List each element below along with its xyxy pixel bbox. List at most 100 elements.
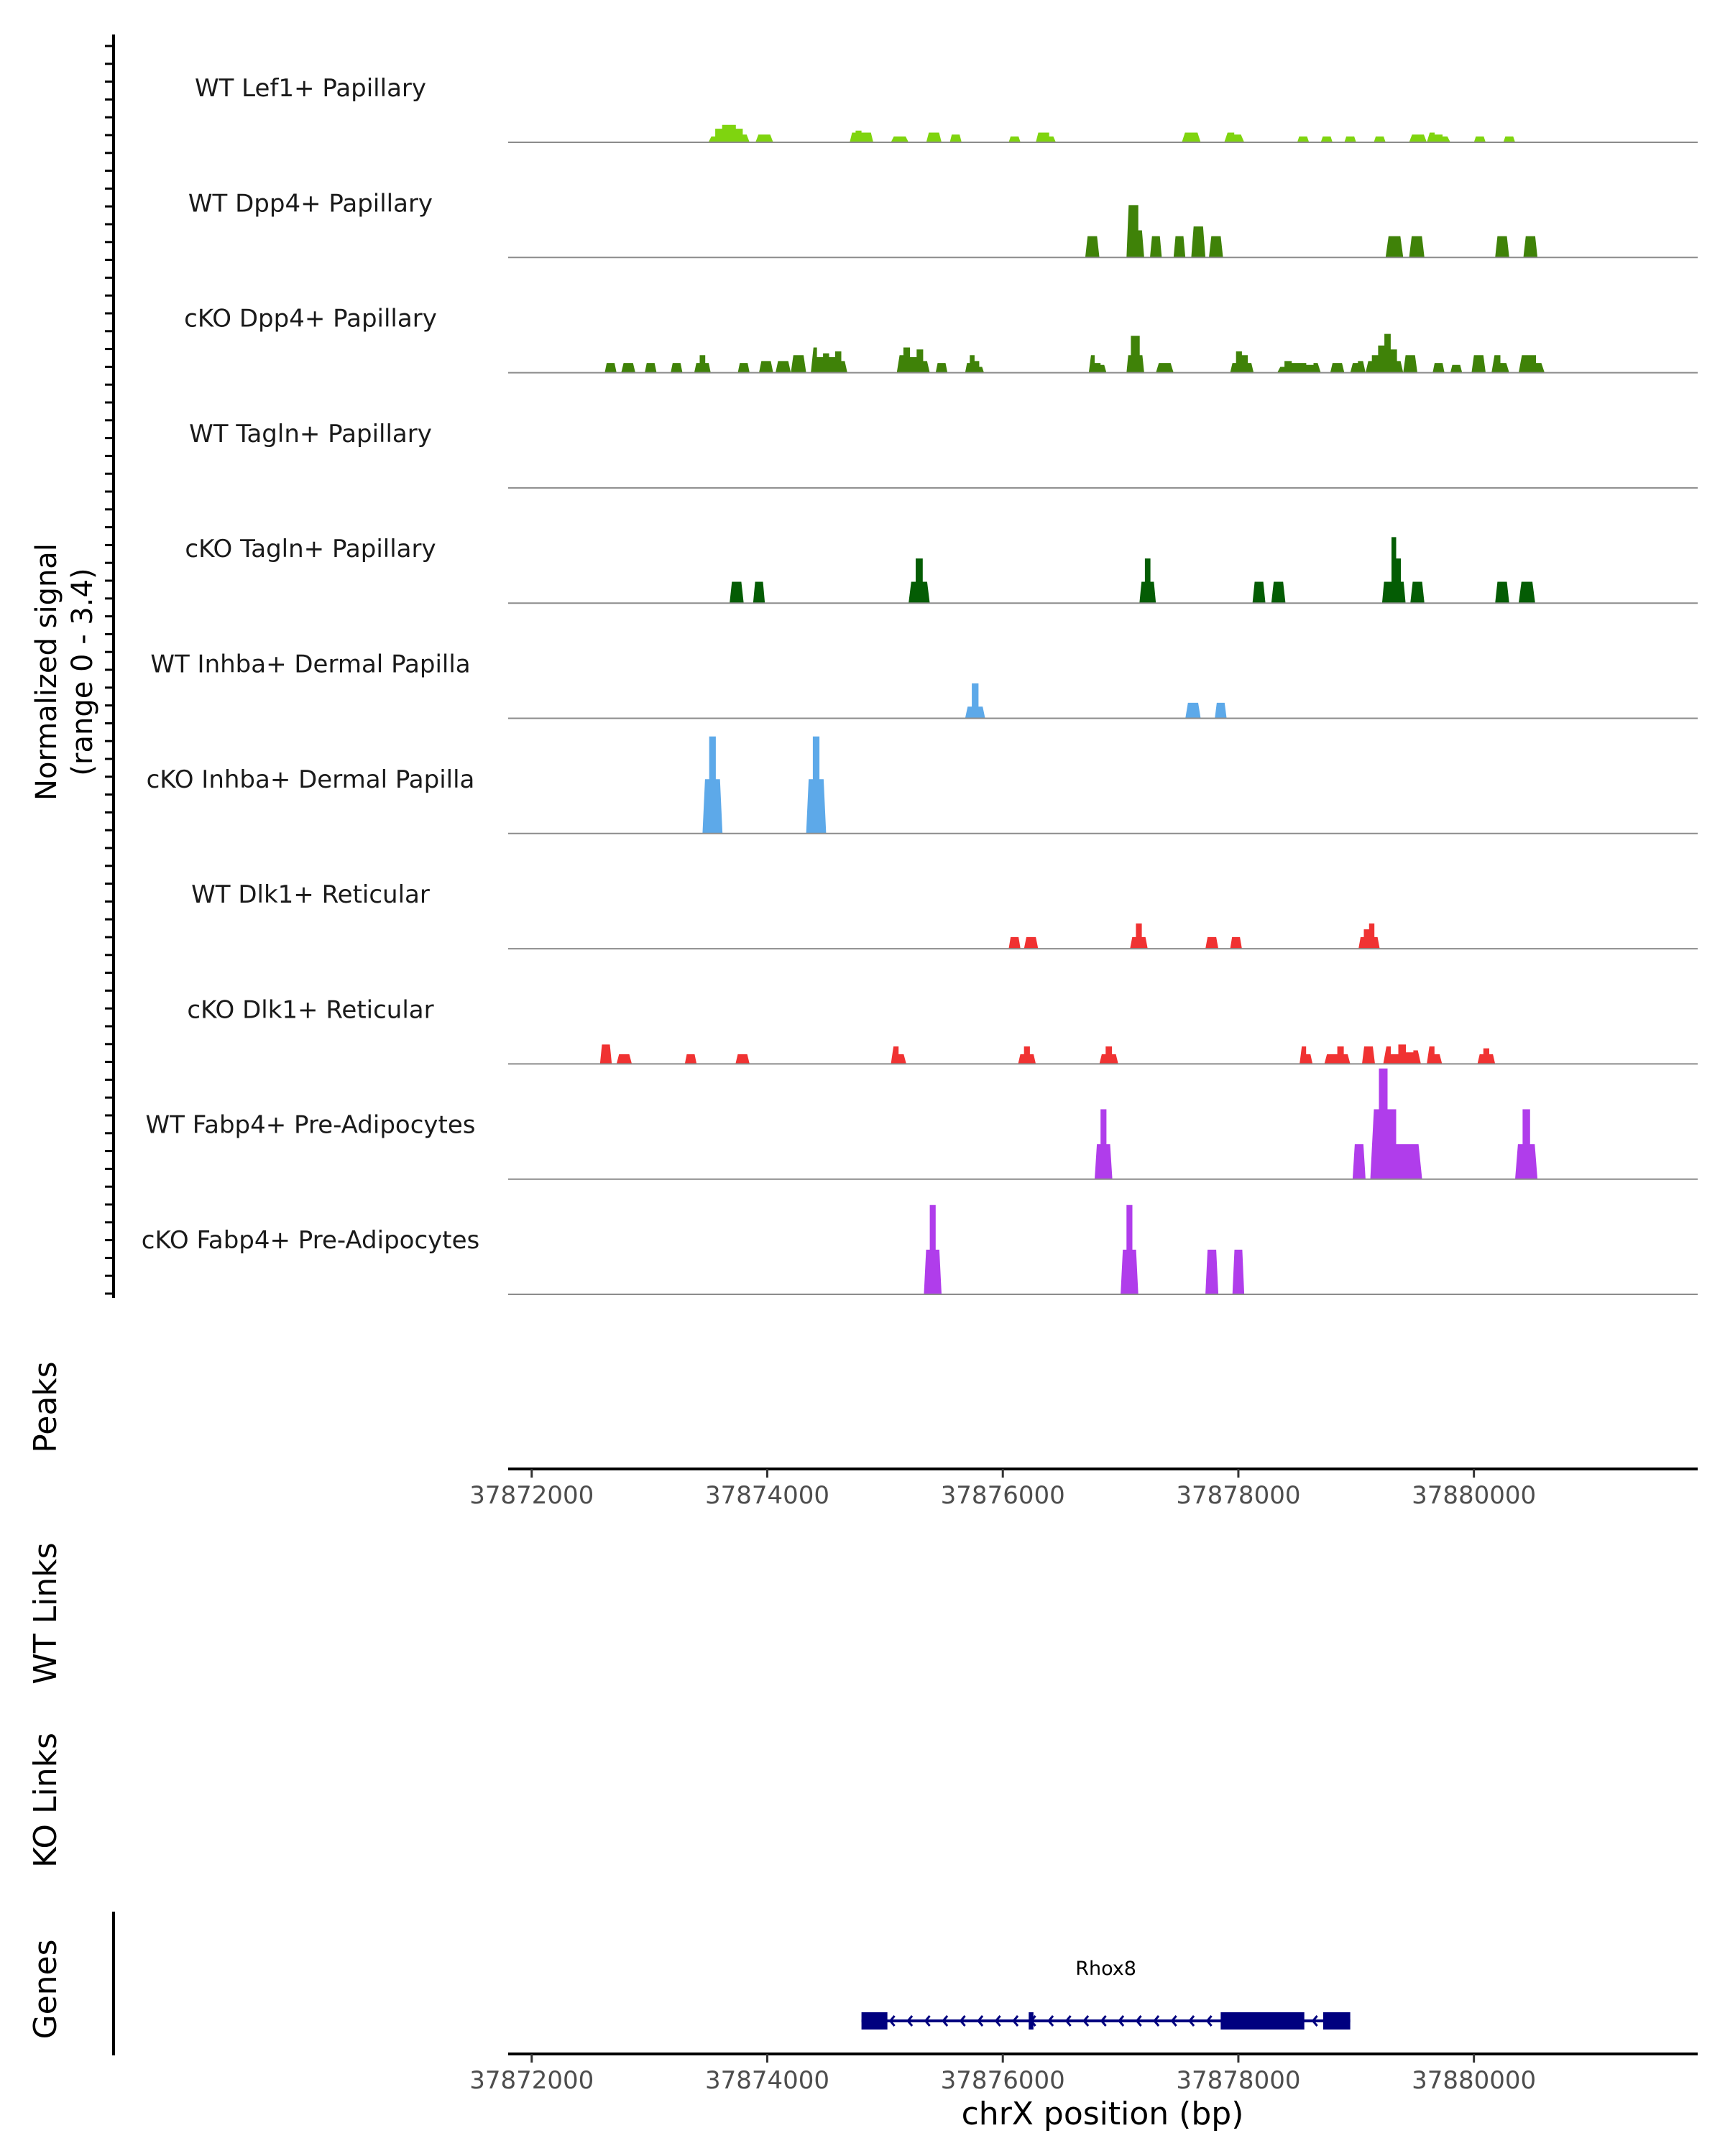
signal-peak	[908, 558, 930, 604]
gene-track: Rhox8	[861, 1958, 1351, 2030]
x-axis-tick-label: 37874000	[705, 2066, 829, 2095]
strand-arrow	[959, 2015, 966, 2027]
signal-peak	[1432, 363, 1445, 373]
signal-peak	[1491, 355, 1509, 373]
signal-peak	[708, 124, 750, 142]
signal-peak	[694, 355, 711, 373]
signal-peak	[1358, 923, 1380, 949]
strand-arrow	[924, 2015, 931, 2027]
strand-arrow	[1170, 2015, 1177, 2027]
y-axis-label: Normalized signal	[30, 543, 63, 801]
strand-arrow	[1188, 2015, 1195, 2027]
signal-peak	[1126, 205, 1144, 258]
signal-peak	[1427, 1046, 1443, 1064]
signal-peak	[1156, 363, 1174, 373]
strand-arrow	[1118, 2015, 1125, 2027]
signal-peak	[850, 130, 873, 142]
track-label: WT Dpp4+ Papillary	[188, 189, 433, 218]
signal-peak	[1450, 364, 1463, 373]
signal-peak	[737, 363, 750, 373]
signal-peak	[1088, 355, 1107, 373]
gene-name-label: Rhox8	[1075, 1958, 1136, 1980]
signal-y-axis	[105, 34, 115, 1298]
x-axis-top: 37872000 37874000 37876000 37878000 37880000	[469, 1468, 1698, 1510]
gene-exon	[1029, 2012, 1034, 2030]
signal-peak	[621, 363, 635, 373]
signal-peak	[1230, 351, 1254, 373]
signal-peak	[1036, 132, 1056, 142]
signal-peak	[924, 1204, 942, 1294]
signal-peak	[1230, 936, 1242, 949]
signal-peak	[776, 361, 791, 373]
signal-peak	[949, 134, 962, 142]
signal-peak	[1477, 1048, 1496, 1064]
strand-arrow	[1012, 2015, 1019, 2027]
strand-arrow	[888, 2015, 896, 2027]
x-axis-tick-label: 37874000	[705, 1481, 829, 1510]
gene-exon	[861, 2012, 888, 2030]
signal-peak	[1427, 132, 1450, 142]
signal-peak	[1297, 136, 1310, 142]
signal-peak	[1173, 236, 1186, 258]
signal-peak	[755, 134, 773, 142]
signal-peak	[1471, 355, 1486, 373]
track-6: WT Inhba+ Dermal Papilla	[150, 650, 1698, 719]
strand-arrow	[942, 2015, 949, 2027]
signal-peak	[1365, 333, 1404, 373]
x-axis-tick-label: 37880000	[1412, 1481, 1536, 1510]
signal-peak	[806, 736, 827, 834]
ko-links-track-label: KO Links	[27, 1733, 64, 1868]
signal-peak	[1515, 1109, 1538, 1179]
track-2: WT Dpp4+ Papillary	[188, 189, 1698, 259]
signal-peak	[1099, 1046, 1118, 1064]
signal-peak	[1209, 236, 1223, 258]
gene-exon	[1322, 2012, 1351, 2030]
signal-peak	[1410, 581, 1425, 604]
signal-peak	[1150, 236, 1162, 258]
track-1: WT Lef1+ Papillary	[195, 74, 1698, 143]
signal-peak	[1383, 1044, 1421, 1064]
signal-peak	[1374, 136, 1386, 142]
signal-peak	[1473, 136, 1486, 142]
signal-peak	[1018, 1046, 1036, 1064]
signal-peak	[1385, 236, 1404, 258]
strand-arrow	[1153, 2015, 1160, 2027]
track-3: cKO Dpp4+ Papillary	[184, 305, 1698, 374]
signal-peak	[1381, 537, 1406, 604]
signal-peak	[965, 355, 984, 373]
wt-links-track-label: WT Links	[27, 1542, 64, 1684]
track-label: WT Fabp4+ Pre-Adipocytes	[146, 1111, 476, 1140]
signal-peak	[1370, 1068, 1422, 1179]
signal-peak	[811, 347, 847, 373]
signal-peak	[616, 1054, 632, 1064]
signal-peak	[645, 363, 657, 373]
signal-peak	[702, 736, 723, 834]
signal-peak	[891, 136, 909, 142]
signal-peak	[965, 683, 985, 719]
signal-peak	[730, 581, 744, 604]
strand-arrow	[994, 2015, 1001, 2027]
signal-peak	[1409, 134, 1427, 142]
signal-peak	[604, 363, 617, 373]
signal-peak	[1350, 361, 1366, 373]
signal-peak	[1121, 1204, 1138, 1294]
signal-peak	[1205, 1249, 1219, 1294]
x-axis-tick-label: 37878000	[1176, 2066, 1300, 2095]
coverage-tracks: WT Lef1+ Papillary WT Dpp4+ Papillary cKO …	[142, 74, 1698, 1295]
signal-peak	[1185, 702, 1201, 719]
signal-peak	[684, 1054, 697, 1064]
peaks-track-label: Peaks	[27, 1361, 64, 1452]
signal-peak	[1277, 361, 1321, 373]
track-9: cKO Dlk1+ Reticular	[187, 995, 1698, 1065]
signal-peak	[1495, 236, 1509, 258]
strand-arrow	[906, 2015, 914, 2027]
signal-peak	[926, 132, 942, 142]
signal-peak	[891, 1046, 906, 1064]
strand-arrow	[977, 2015, 984, 2027]
x-axis-tick-label: 37872000	[469, 2066, 594, 2095]
x-axis-tick-label: 37876000	[941, 1481, 1065, 1510]
signal-peak	[1205, 936, 1219, 949]
signal-peak	[1095, 1109, 1113, 1179]
signal-peak	[1523, 236, 1538, 258]
